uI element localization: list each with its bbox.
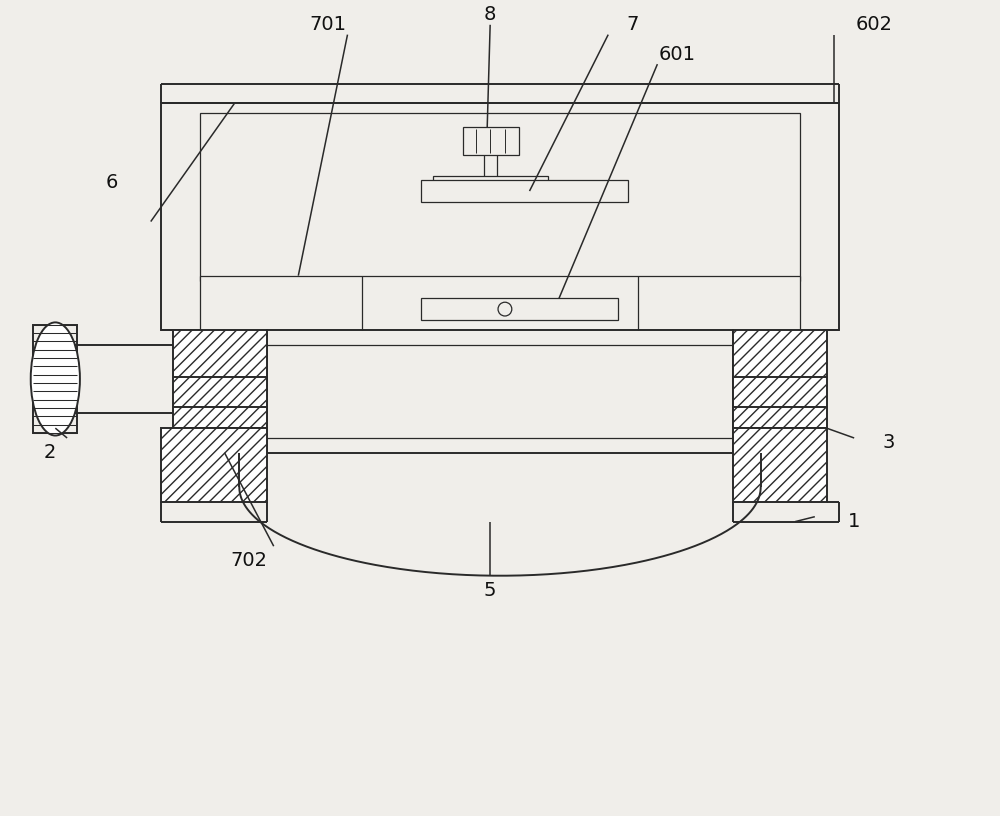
Bar [33,325,77,433]
Bar [173,330,267,428]
Bar [200,276,800,330]
Text: 5: 5 [484,581,496,600]
Bar [161,428,267,502]
Text: 6: 6 [105,173,118,192]
Bar [733,428,827,502]
Bar [463,127,519,155]
Text: 1: 1 [848,512,860,531]
Text: 2: 2 [43,443,56,462]
Bar [200,113,800,281]
Text: 602: 602 [855,16,892,34]
Bar [433,176,548,190]
Text: 7: 7 [627,16,639,34]
Text: 3: 3 [882,433,895,452]
Bar [161,104,839,330]
Text: 8: 8 [484,6,496,24]
Text: 702: 702 [231,552,268,570]
Ellipse shape [31,322,80,436]
Bar [733,330,827,428]
Bar [421,180,628,202]
Bar [267,330,733,453]
Text: 701: 701 [309,16,346,34]
Bar [421,299,618,320]
Text: 601: 601 [659,45,696,64]
